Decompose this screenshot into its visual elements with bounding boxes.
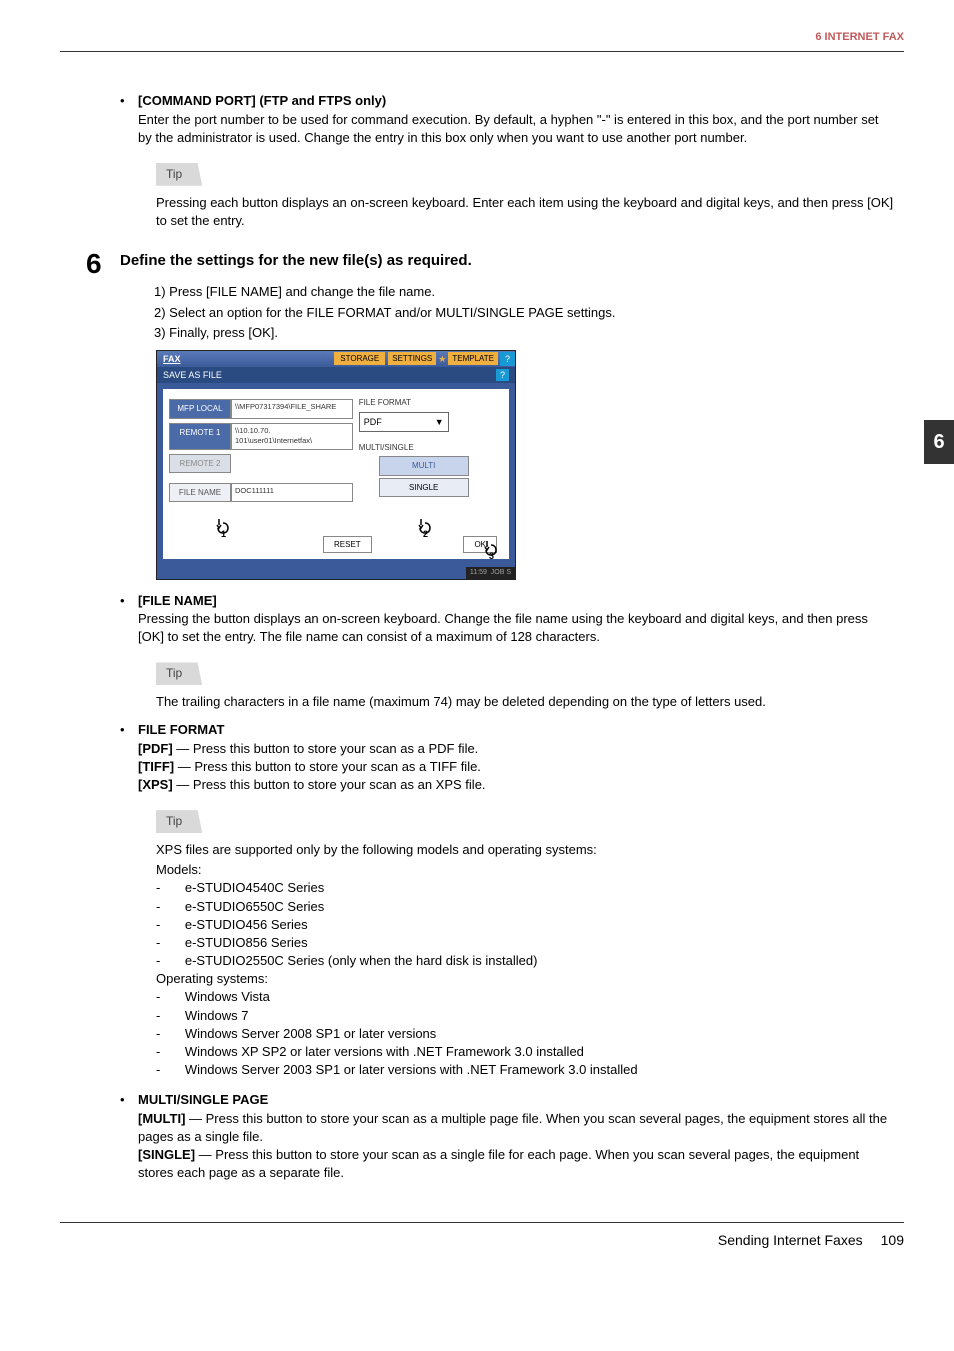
ss-template-tab[interactable]: TEMPLATE [448,352,498,365]
pdf-dropdown[interactable]: PDF▼ [359,412,449,433]
cmdport-body: Enter the port number to be used for com… [138,111,894,147]
svg-text:2: 2 [423,529,428,539]
help-icon-2[interactable]: ? [496,369,509,382]
ss-saveas: SAVE AS FILE [163,369,222,382]
ff-xps: [XPS] — Press this button to store your … [138,776,486,794]
ms-label: MULTI/SINGLE [359,442,503,453]
step6-item1: 1) Press [FILE NAME] and change the file… [154,283,894,301]
ss-settings-tab[interactable]: SETTINGS [388,352,436,365]
svg-text:3: 3 [489,551,494,561]
star-icon: ★ [438,353,446,366]
tip-label-1: Tip [156,163,202,186]
callout-2: 2 [413,517,437,541]
step6-title: Define the settings for the new file(s) … [120,250,472,271]
bullet: • [120,92,138,147]
callout-3: 3 [479,539,503,563]
fileformat-h: FILE FORMAT [138,721,486,739]
filename-button[interactable]: FILE NAME [169,483,231,502]
ff-label: FILE FORMAT [359,397,503,408]
remote1-button[interactable]: REMOTE 1 [169,423,231,450]
step6-item2: 2) Select an option for the FILE FORMAT … [154,304,894,322]
tip-label-2: Tip [156,662,202,685]
remote1-value: \\10.10.70. 101\user01\Internetfax\ [231,423,353,450]
single-button[interactable]: SINGLE [379,478,469,497]
step6-item3: 3) Finally, press [OK]. [154,324,894,342]
chevron-down-icon: ▼ [435,416,444,429]
step6-number: 6 [86,244,120,283]
footer-text: Sending Internet Faxes [718,1231,863,1251]
page-number: 109 [881,1231,904,1251]
callout-1: 1 [211,517,235,541]
bullet: • [120,592,138,647]
tip1-text: Pressing each button displays an on-scre… [156,194,894,230]
help-icon[interactable]: ? [500,352,515,367]
os-list: Windows Vista Windows 7 Windows Server 2… [156,988,894,1079]
rule-bottom [60,1222,904,1223]
tip3-models-h: Models: [156,861,894,879]
models-list: e-STUDIO4540C Series e-STUDIO6550C Serie… [156,879,894,970]
multisingle-h: MULTI/SINGLE PAGE [138,1091,894,1109]
cmdport-title: [COMMAND PORT] (FTP and FTPS only) [138,92,894,110]
multi-button[interactable]: MULTI [379,456,469,475]
reset-button[interactable]: RESET [323,536,372,553]
ff-tiff: [TIFF] — Press this button to store your… [138,758,486,776]
tip3-os-h: Operating systems: [156,970,894,988]
tip3-intro: XPS files are supported only by the foll… [156,841,894,859]
mfp-local-button[interactable]: MFP LOCAL [169,399,231,418]
ms-multi: [MULTI] — Press this button to store you… [138,1110,894,1146]
filename-value: DOC111111 [231,483,353,502]
ff-pdf: [PDF] — Press this button to store your … [138,740,486,758]
remote2-button[interactable]: REMOTE 2 [169,454,231,473]
tip-label-3: Tip [156,810,202,833]
bullet: • [120,1091,138,1182]
ui-screenshot: FAX STORAGE SETTINGS ★ TEMPLATE ? SAVE A… [156,350,516,580]
filename-body: Pressing the button displays an on-scree… [138,610,894,646]
tip2-text: The trailing characters in a file name (… [156,693,894,711]
ms-single: [SINGLE] — Press this button to store yo… [138,1146,894,1182]
ss-storage-tab[interactable]: STORAGE [334,352,385,365]
mfp-local-value: \\MFP07317394\FILE_SHARE [231,399,353,418]
svg-text:1: 1 [221,529,226,539]
ss-fax: FAX [163,353,334,366]
header-section: 6 INTERNET FAX [60,30,904,45]
filename-h: [FILE NAME] [138,592,894,610]
bullet: • [120,721,138,794]
rule-top [60,51,904,52]
